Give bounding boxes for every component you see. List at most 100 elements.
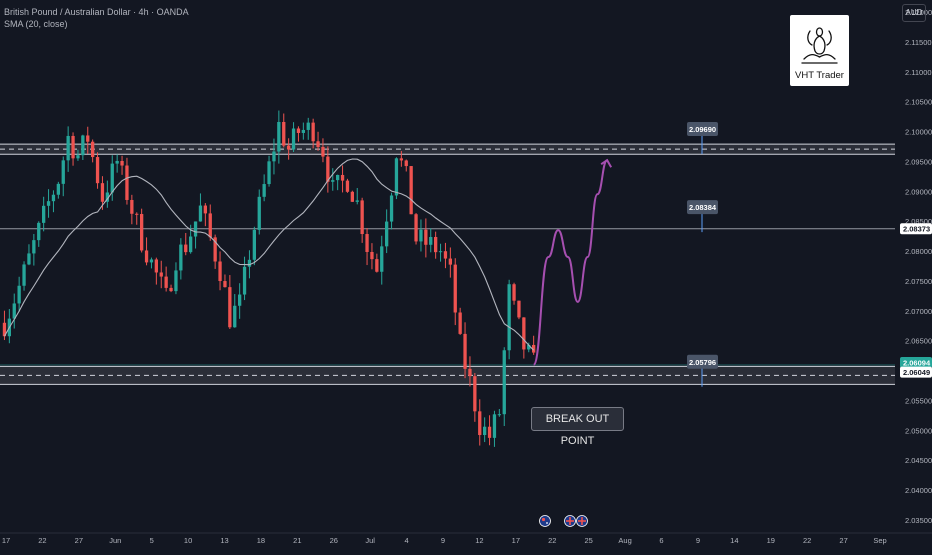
candle-body — [321, 146, 325, 157]
price-tick: 2.09000 — [905, 187, 932, 196]
candle-body — [242, 266, 247, 295]
price-tick: 2.06500 — [905, 337, 932, 346]
candle-body — [463, 333, 467, 369]
price-tag[interactable] — [900, 356, 932, 368]
candle-body — [301, 129, 305, 133]
time-tick: 13 — [220, 536, 228, 545]
candle-body — [453, 264, 457, 313]
candle-body — [198, 205, 203, 222]
candle-body — [203, 205, 207, 214]
candle-body — [429, 236, 433, 245]
candle-body — [71, 135, 75, 159]
level-label-box[interactable] — [687, 354, 718, 369]
chart-legend: British Pound / Australian Dollar · 4h ·… — [4, 6, 189, 30]
zone-rect[interactable] — [0, 144, 895, 155]
price-tick: 2.05000 — [905, 426, 932, 435]
candle-body — [66, 135, 70, 161]
candle-body — [380, 246, 384, 272]
candle-body — [267, 161, 271, 185]
candle-body — [247, 259, 252, 267]
price-tag[interactable] — [900, 223, 932, 235]
time-tick: 22 — [803, 536, 811, 545]
candle-body — [169, 287, 173, 292]
time-tick: 10 — [184, 536, 192, 545]
zone-rect[interactable] — [0, 366, 895, 385]
currency-button[interactable]: AUD — [902, 4, 926, 22]
candle-body — [140, 214, 144, 251]
australia-flag-icon[interactable] — [539, 515, 551, 527]
break-out-point-callout[interactable]: BREAK OUT POINT — [531, 407, 624, 447]
candle-body — [179, 244, 183, 271]
candle-body — [394, 158, 399, 196]
level-label-box[interactable] — [687, 122, 718, 137]
level-label: 2.05796 — [689, 358, 716, 367]
candle-body — [135, 213, 139, 215]
candle-body — [51, 194, 56, 202]
candle-body — [213, 237, 217, 262]
price-tag[interactable] — [900, 366, 932, 378]
projection-arrowhead — [600, 158, 613, 168]
candle-body — [42, 205, 46, 223]
price-tick: 2.05500 — [905, 396, 932, 405]
candle-body — [365, 234, 369, 252]
candle-body — [159, 272, 163, 277]
candle-body — [296, 128, 301, 133]
projection-path[interactable] — [532, 159, 609, 366]
time-tick: 26 — [330, 536, 338, 545]
candle-body — [282, 121, 286, 146]
candle-body — [478, 411, 482, 436]
symbol-title: British Pound / Australian Dollar · 4h ·… — [4, 7, 189, 17]
vht-trader-logo: VHT Trader — [790, 15, 849, 86]
time-tick: 22 — [548, 536, 556, 545]
price-tick: 2.08500 — [905, 217, 932, 226]
uk-flag-icon[interactable] — [564, 515, 576, 527]
candle-body — [473, 376, 477, 412]
candle-body — [120, 160, 124, 166]
candle-body — [257, 196, 261, 230]
sma-line[interactable] — [4, 158, 535, 351]
time-tick: 18 — [257, 536, 265, 545]
time-tick: Jul — [365, 536, 375, 545]
candle-body — [61, 160, 65, 184]
time-tick: 14 — [730, 536, 738, 545]
candle-body — [154, 259, 158, 273]
indicator-label[interactable]: SMA (20, close) — [4, 19, 68, 29]
candle-body — [375, 259, 379, 272]
candle-body — [110, 163, 114, 193]
candle-body — [189, 236, 193, 253]
time-tick: 4 — [404, 536, 408, 545]
candle-body — [492, 414, 497, 438]
candle-body — [238, 294, 242, 306]
level-label: 2.09690 — [689, 125, 716, 134]
uk-flag-icon[interactable] — [576, 515, 588, 527]
time-tick: Sep — [873, 536, 886, 545]
candle-body — [291, 128, 296, 150]
time-tick: 27 — [75, 536, 83, 545]
candle-body — [419, 229, 423, 242]
candle-body — [414, 214, 418, 242]
candle-body — [306, 122, 310, 130]
price-tick: 2.11000 — [905, 68, 932, 77]
candle-body — [389, 195, 394, 222]
candle-body — [424, 229, 428, 245]
candle-body — [100, 183, 105, 202]
time-tick: 25 — [584, 536, 592, 545]
candle-body — [311, 122, 315, 142]
logo-text: VHT Trader — [795, 70, 844, 81]
price-tag-text: 2.08373 — [903, 225, 930, 234]
price-tick: 2.07500 — [905, 277, 932, 286]
price-tick: 2.10500 — [905, 98, 932, 107]
candle-body — [512, 284, 516, 301]
candle-body — [487, 426, 492, 438]
price-tick: 2.04000 — [905, 486, 932, 495]
time-tick: 22 — [38, 536, 46, 545]
candle-body — [331, 180, 335, 182]
candle-body — [149, 259, 154, 263]
candle-body — [144, 250, 149, 263]
candle-body — [32, 240, 36, 254]
candle-body — [287, 145, 291, 150]
level-label-box[interactable] — [687, 200, 718, 215]
price-tick: 2.03500 — [905, 516, 932, 525]
